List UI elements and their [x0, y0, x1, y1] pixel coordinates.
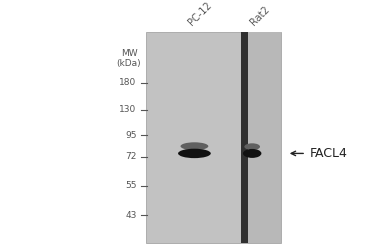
Text: Rat2: Rat2 [248, 4, 271, 28]
Text: 72: 72 [125, 152, 137, 161]
Text: FACL4: FACL4 [310, 147, 348, 160]
Text: 130: 130 [119, 105, 137, 114]
Bar [146, 32, 281, 243]
Text: 95: 95 [125, 131, 137, 140]
Text: PC-12: PC-12 [187, 0, 214, 28]
Bar [248, 32, 281, 243]
Bar [241, 32, 248, 243]
Ellipse shape [243, 149, 261, 158]
Text: MW
(kDa): MW (kDa) [117, 49, 141, 68]
Ellipse shape [178, 149, 211, 158]
Text: 55: 55 [125, 182, 137, 190]
Ellipse shape [181, 142, 208, 150]
Text: 43: 43 [125, 211, 137, 220]
Text: 180: 180 [119, 78, 137, 87]
Ellipse shape [244, 143, 260, 150]
